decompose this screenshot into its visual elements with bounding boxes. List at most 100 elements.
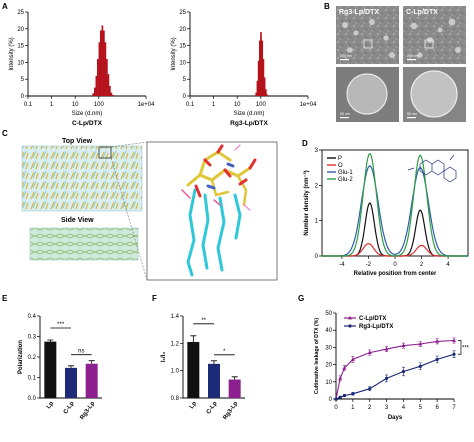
scale-bar-3: 50 nm: [340, 112, 350, 116]
f-ytick-label: 1.2: [171, 341, 180, 347]
d-xtick-label: 0: [393, 262, 397, 268]
g-ytick-label: 30: [325, 345, 332, 351]
g-xtick-label: 3: [385, 405, 389, 411]
g-xtick-label: 6: [435, 405, 439, 411]
a2-bar: [261, 40, 264, 96]
g-data-point: [452, 338, 456, 342]
a1-bar: [98, 42, 101, 96]
e-ytick-label: 0.0: [28, 396, 37, 402]
e-category-label: C-Lp: [63, 400, 76, 415]
chart-f-i1-i3: 0.81.01.21.4Lp C-Lp Rg3-Lp***I₁/I₃: [161, 314, 245, 421]
f-ytick-label: 1.0: [171, 369, 180, 375]
a2-bar: [266, 94, 268, 96]
scale-bar-1: 200 nm: [340, 54, 352, 58]
f-error-bar: [190, 335, 197, 342]
a2-bar: [260, 32, 262, 96]
d-xtick-label: -2: [366, 262, 372, 268]
d-plot-frame: [321, 149, 469, 257]
e-ylabel: Polarization: [18, 340, 24, 374]
d-xlabel: Relative position from center: [354, 271, 437, 277]
d-legend-label: Glu-2: [338, 177, 353, 183]
g-xtick-label: 2: [368, 405, 372, 411]
d-xtick-label: 4: [446, 262, 450, 268]
d-xtick-label: -4: [339, 262, 345, 268]
d-legend-label: P: [338, 156, 342, 162]
e-ytick-label: 0.4: [28, 314, 37, 320]
membrane-top-view: [21, 145, 143, 212]
a2-bar: [255, 92, 258, 96]
g-significance-label: ***: [462, 345, 470, 351]
f-ytick-label: 0.8: [171, 396, 180, 402]
a2-xtick-label: 10: [234, 102, 241, 108]
e-significance-label: ***: [57, 322, 65, 328]
d-series-line-p: [322, 202, 468, 257]
a2-bar: [264, 89, 267, 96]
f-bar: [187, 341, 200, 398]
top-view-label: Top View: [62, 138, 93, 145]
a1-xtick-label: 1e+04: [138, 102, 156, 108]
scale-bar-2: 200 nm: [407, 54, 419, 58]
a2-xtick-label: 0.1: [186, 102, 195, 108]
e-category-label: Lp: [46, 400, 55, 410]
g-data-point: [367, 350, 372, 354]
a1-ytick-label: 5: [21, 77, 25, 83]
chart-a-c-lp-size: 0 5 10 15 20 25 0.1 1 10 100 1e+04 Size (d.nm) C-Lp/…: [9, 10, 155, 127]
a2-ytick-label: 5: [183, 77, 187, 83]
a1-ytick-label: 15: [17, 44, 24, 50]
g-ytick-label: 50: [325, 311, 332, 317]
g-xtick-label: 7: [452, 405, 456, 411]
g-data-point: [435, 339, 440, 343]
a1-xlabel: Size (d.nm): [72, 111, 103, 117]
e-bar: [44, 341, 57, 398]
g-data-point: [334, 397, 338, 401]
a1-xtick-label: 1: [50, 102, 54, 108]
a2-ytick-label: 20: [179, 27, 186, 33]
panel-letter-g: G: [298, 294, 304, 303]
a1-axes: [27, 12, 146, 97]
g-data-point: [384, 376, 389, 380]
g-data-point: [338, 376, 343, 380]
zoom-box: [98, 146, 112, 159]
g-ylabel: Cultimative leakage of DTX (%): [314, 318, 320, 394]
g-series-line-0: [335, 339, 455, 400]
e-ytick-label: 0.3: [28, 335, 37, 341]
a2-ytick-label: 10: [179, 60, 186, 66]
g-xtick-label: 5: [419, 405, 423, 411]
f-category-label: C-Lp: [206, 400, 219, 415]
a2-bar: [256, 80, 259, 96]
g-xlabel: Days: [388, 415, 403, 421]
e-bar: [85, 363, 98, 398]
f-category-label: Rg3-Lp: [223, 400, 240, 421]
d-ytick-label: 2: [315, 183, 319, 189]
g-data-point: [338, 395, 342, 399]
scale-bar-4: 50 nm: [407, 112, 417, 116]
label-rg3-lp-dtx: Rg3-Lp/DTX: [339, 9, 379, 16]
a2-ylabel: Intensity (%): [171, 37, 177, 70]
a2-xtick-label: 1: [212, 102, 216, 108]
d-series-line-glu-1: [322, 165, 468, 257]
a2-ytick-label: 15: [179, 44, 186, 50]
a1-bar: [110, 92, 113, 96]
a1-ytick-label: 25: [17, 10, 24, 16]
e-error-bar: [47, 339, 54, 342]
a2-xtick-label: 100: [256, 102, 267, 108]
a2-ytick-label: 0: [183, 94, 187, 100]
a2-xlabel: Size (d.nm): [234, 111, 265, 117]
a2-bar: [258, 40, 261, 96]
g-legend-label: C-Lp/DTX: [359, 316, 386, 322]
g-data-point: [418, 364, 422, 368]
f-ylabel: I₁/I₃: [161, 352, 167, 362]
panel-letter-d: D: [302, 139, 308, 148]
simulation-panel: Top View Side View: [21, 138, 278, 281]
f-significance-label: *: [223, 349, 226, 355]
a1-bar: [103, 30, 105, 97]
chart-g-leakage: 0 10 20 30 40 50 0 1 2 3 4 5 6 7 C-Lp/DTX Rg3-Lp/DTX ***…: [314, 311, 470, 421]
a1-ytick-label: 10: [17, 60, 24, 66]
d-series-line-glu-2: [322, 153, 468, 257]
f-ytick-label: 1.4: [171, 314, 180, 320]
label-c-lp-dtx: C-Lp/DTX: [406, 9, 438, 16]
a1-ytick-label: 0: [21, 94, 25, 100]
chart-e-polarization: 0.0 0.1 0.2 0.3 0.4 Lp C-Lp Rg3-Lp *** ns Polariza…: [18, 314, 102, 421]
